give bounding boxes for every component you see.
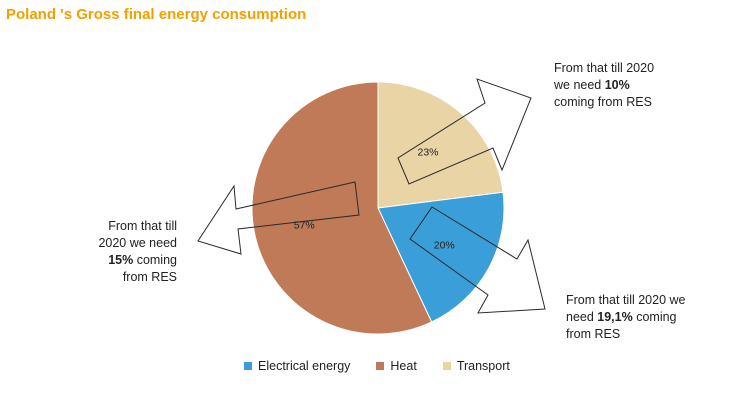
legend-swatch-transport: [442, 362, 451, 370]
legend-swatch-heat: [376, 362, 385, 370]
legend-label-electrical: Electrical energy: [258, 359, 351, 373]
legend-label-transport: Transport: [456, 359, 510, 373]
transport-annotation-line3: coming from RES: [554, 95, 652, 109]
pie-label-transport: 23%: [417, 146, 438, 158]
heat-annotation-line3-rest: coming: [133, 253, 177, 267]
legend-swatch-electrical: [244, 362, 252, 370]
pie-label-electrical: 20%: [434, 239, 455, 251]
heat-annotation-line1: From that till: [108, 219, 177, 233]
transport-arrow: [397, 78, 532, 185]
legend-item-heat: Heat: [376, 359, 417, 373]
legend-label-heat: Heat: [390, 359, 417, 373]
electrical-annotation-line2: need 19,1% coming: [566, 309, 686, 326]
heat-annotation-line2: 2020 we need: [98, 236, 177, 250]
electrical-annotation-line3: from RES: [566, 327, 621, 341]
electrical-annotation-percent: 19,1%: [597, 310, 633, 324]
legend-item-transport: Transport: [442, 359, 510, 373]
pie-slice-transport: [377, 81, 504, 209]
electrical-annotation-line2-rest: coming: [632, 310, 677, 324]
pie-label-heat: 57%: [294, 219, 315, 231]
transport-annotation-line1: From that till 2020: [554, 61, 655, 75]
transport-annotation-line2: we need 10%: [554, 77, 654, 94]
chart-title: Poland 's Gross final energy consumption: [6, 6, 307, 23]
heat-annotation-line4: from RES: [122, 270, 177, 284]
heat-arrow: [197, 181, 360, 255]
transport-annotation-percent: 10%: [604, 78, 630, 92]
chart-legend: Electrical energy Heat Transport: [244, 359, 510, 373]
heat-annotation-line3: 15% coming: [98, 252, 177, 269]
pie-slice-heat: [251, 81, 433, 335]
electrical-annotation: From that till 2020 we need 19,1% coming…: [566, 292, 686, 343]
heat-annotation-percent: 15%: [108, 253, 134, 267]
legend-item-electrical: Electrical energy: [244, 359, 350, 373]
pie-slice-electrical: [377, 191, 505, 323]
transport-annotation: From that till 2020 we need 10% coming f…: [554, 60, 654, 111]
transport-annotation-line2-pre: we need: [554, 78, 605, 92]
electrical-arrow: [409, 206, 546, 314]
electrical-annotation-line1: From that till 2020 we: [566, 293, 686, 307]
electrical-annotation-line2-pre: need: [566, 310, 598, 324]
heat-annotation: From that till 2020 we need 15% coming f…: [98, 218, 177, 286]
